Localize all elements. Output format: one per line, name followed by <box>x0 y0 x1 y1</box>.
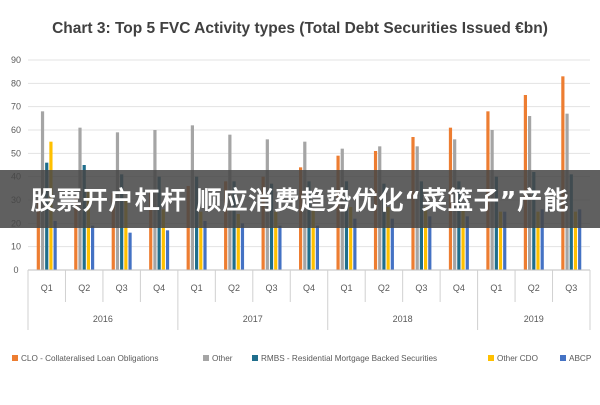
x-axis: Q1 Q2 Q3 Q4 Q1 Q2 Q3 Q4 Q1 Q2 Q3 Q4 Q1 Q2 Q3 2016 2017 20… <box>27 269 591 330</box>
bar <box>315 225 319 270</box>
bar <box>199 211 203 270</box>
x-tick-label: Q1 <box>191 283 203 293</box>
x-tick-label: Q4 <box>153 283 165 293</box>
legend-swatch <box>560 355 566 361</box>
x-tick-label: Q4 <box>453 283 465 293</box>
bar <box>91 225 95 270</box>
legend-swatch <box>252 355 258 361</box>
chart-title: Chart 3: Top 5 FVC Activity types (Total… <box>52 20 548 37</box>
bar <box>573 211 578 270</box>
bar <box>498 211 503 270</box>
bar <box>278 225 282 270</box>
y-tick-label: 80 <box>11 78 21 88</box>
x-tick-label: Q3 <box>116 283 128 293</box>
bar <box>540 209 544 270</box>
bar <box>124 200 128 270</box>
y-tick-label: 90 <box>11 55 21 65</box>
caption-banner-text: 股票开户杠杆 顺应消费趋势优化“菜篮子”产能 <box>30 186 570 215</box>
bar <box>186 186 190 270</box>
legend-label: CLO - Collateralised Loan Obligations <box>21 354 158 363</box>
bar <box>390 218 394 270</box>
bar <box>503 211 507 270</box>
legend-swatch <box>203 355 209 361</box>
legend-swatch <box>488 355 494 361</box>
group-label: 2017 <box>243 314 263 324</box>
x-tick-label: Q4 <box>303 283 315 293</box>
bar <box>236 214 240 270</box>
bar <box>465 216 469 270</box>
y-tick-label: 0 <box>13 265 18 275</box>
legend-label: Other <box>212 354 233 363</box>
bar <box>74 197 78 270</box>
bar <box>353 218 357 270</box>
x-tick-label: Q1 <box>490 283 502 293</box>
x-tick-label: Q1 <box>41 283 53 293</box>
bar <box>149 190 153 270</box>
y-tick-label: 60 <box>11 125 21 135</box>
legend-label: ABCP <box>569 354 592 363</box>
bar <box>428 216 432 270</box>
group-label: 2018 <box>393 314 413 324</box>
group-label: 2016 <box>93 314 113 324</box>
y-tick-label: 70 <box>11 102 21 112</box>
bar <box>311 209 315 270</box>
y-axis: 0102030405060708090 <box>11 55 21 275</box>
x-tick-label: Q1 <box>340 283 352 293</box>
bar <box>461 209 465 270</box>
bar <box>86 190 90 270</box>
bar <box>274 211 278 270</box>
bar <box>349 207 353 270</box>
x-tick-label: Q3 <box>415 283 427 293</box>
x-tick-label: Q2 <box>78 283 90 293</box>
x-tick-label: Q2 <box>378 283 390 293</box>
bar <box>203 221 207 270</box>
x-tick-label: Q2 <box>528 283 540 293</box>
caption-banner: 股票开户杠杆 顺应消费趋势优化“菜篮子”产能 <box>0 170 600 228</box>
group-label: 2019 <box>524 314 544 324</box>
bar <box>240 223 245 270</box>
legend: CLO - Collateralised Loan Obligations Oth… <box>12 354 592 363</box>
x-tick-label: Q3 <box>565 283 577 293</box>
bar <box>165 230 170 270</box>
bar <box>386 207 390 270</box>
y-tick-label: 50 <box>11 148 21 158</box>
bar <box>36 200 40 270</box>
bar <box>53 221 57 270</box>
bar <box>128 232 132 270</box>
legend-label: RMBS - Residential Mortgage Backed Secur… <box>261 354 437 363</box>
bar <box>111 193 115 270</box>
y-tick-label: 10 <box>11 242 21 252</box>
legend-swatch <box>12 355 18 361</box>
bar <box>161 209 165 270</box>
bar <box>578 209 582 270</box>
x-tick-label: Q2 <box>228 283 240 293</box>
legend-label: Other CDO <box>497 354 538 363</box>
bar <box>424 207 428 270</box>
x-tick-label: Q3 <box>266 283 278 293</box>
bar <box>536 211 540 270</box>
